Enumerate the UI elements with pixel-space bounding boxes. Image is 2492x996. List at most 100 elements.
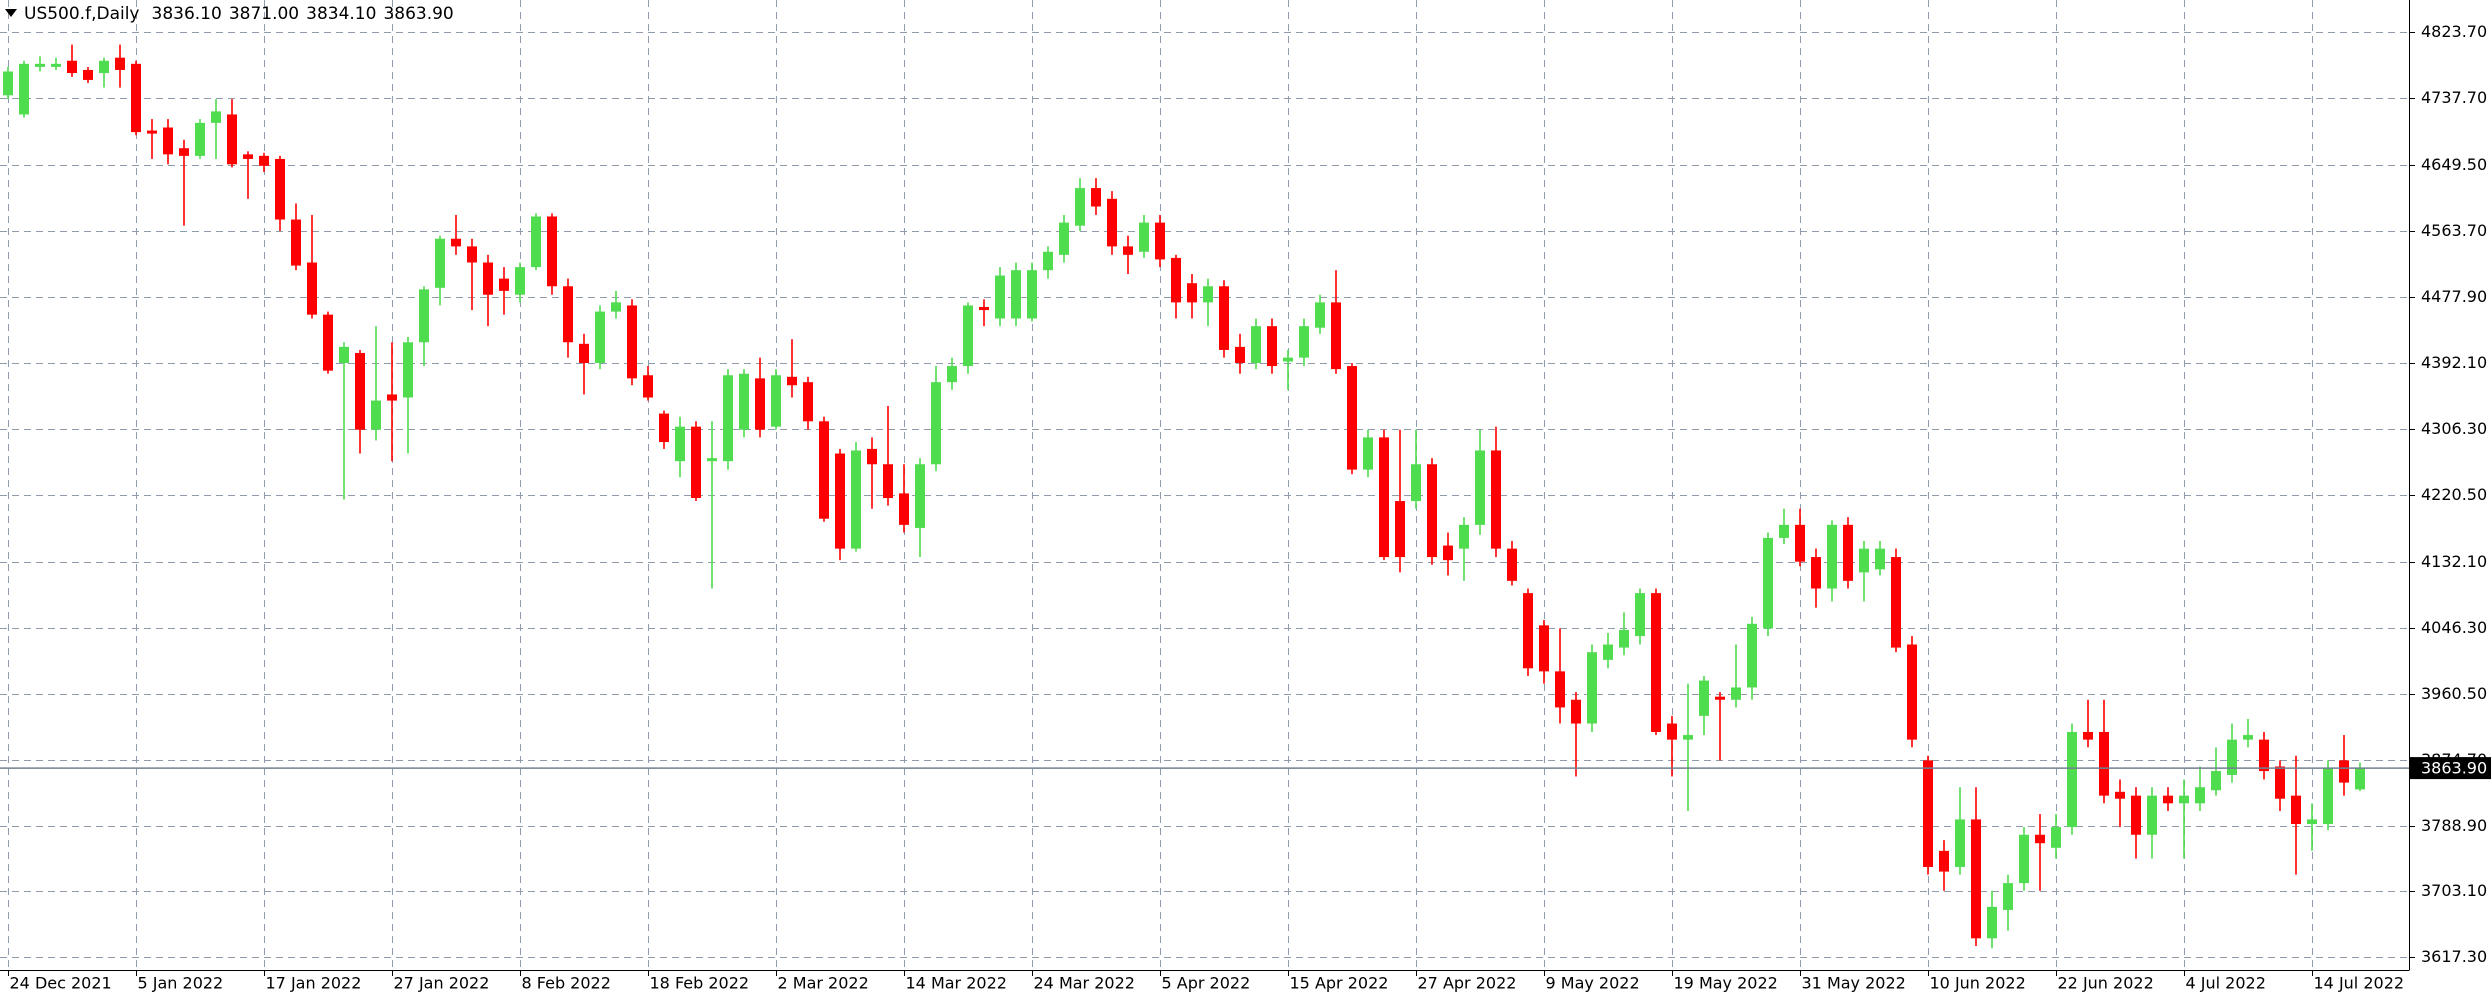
- candle-body: [1603, 644, 1613, 660]
- candle-body: [1987, 906, 1997, 939]
- candle-body: [1811, 557, 1821, 589]
- candle-body: [339, 346, 349, 363]
- candle-body: [1699, 680, 1709, 716]
- candle-body: [323, 314, 333, 371]
- candle-body: [1203, 286, 1213, 303]
- y-tick-label: 4823.70: [2421, 22, 2487, 41]
- candle-body: [1491, 450, 1501, 549]
- symbol-label: US500.f,Daily: [24, 4, 140, 24]
- candle-body: [1107, 198, 1117, 247]
- x-tick-label: 18 Feb 2022: [650, 974, 750, 993]
- y-tick-label: 4132.10: [2421, 552, 2487, 571]
- y-tick-label: 4392.10: [2421, 353, 2487, 372]
- candle-body: [2275, 766, 2285, 799]
- candle-body: [1507, 548, 1517, 581]
- candle-body: [1843, 524, 1853, 581]
- candle-body: [1043, 251, 1053, 271]
- candle-body: [2083, 731, 2093, 740]
- x-tick-label: 5 Jan 2022: [138, 974, 224, 993]
- candle-body: [1859, 548, 1869, 573]
- candle-body: [483, 262, 493, 295]
- candle-body: [1795, 524, 1805, 562]
- candle-body: [211, 111, 221, 123]
- candle-body: [131, 63, 141, 133]
- candle-body: [1779, 524, 1789, 538]
- y-tick-label: 4649.50: [2421, 155, 2487, 174]
- x-tick-label: 9 May 2022: [1546, 974, 1640, 993]
- candle-body: [1347, 366, 1357, 470]
- candle-body: [259, 155, 269, 166]
- candle-body: [83, 69, 93, 80]
- candle-body: [163, 127, 173, 155]
- candle-body: [3, 71, 13, 96]
- y-tick-label: 4477.90: [2421, 287, 2487, 306]
- candle-body: [67, 60, 77, 74]
- y-tick-label: 4046.30: [2421, 618, 2487, 637]
- y-tick-label: 4220.50: [2421, 485, 2487, 504]
- candle-body: [1363, 437, 1373, 470]
- candle-body: [579, 343, 589, 363]
- x-tick-label: 22 Jun 2022: [2058, 974, 2154, 993]
- candle-body: [1139, 222, 1149, 252]
- candle-body: [2099, 731, 2109, 796]
- x-tick-label: 10 Jun 2022: [1930, 974, 2026, 993]
- candles: [3, 44, 2365, 949]
- candle-body: [1571, 699, 1581, 724]
- candle-body: [419, 289, 429, 343]
- candle-body: [1619, 629, 1629, 648]
- candle-body: [1027, 270, 1037, 319]
- candle-body: [2227, 739, 2237, 775]
- candle-body: [1443, 545, 1453, 561]
- last-price-label: 3863.90: [2421, 759, 2487, 778]
- candle-body: [1635, 593, 1645, 637]
- candle-body: [979, 306, 989, 311]
- candle-body: [531, 216, 541, 268]
- x-tick-label: 24 Dec 2021: [10, 974, 112, 993]
- candle-body: [739, 373, 749, 430]
- candle-body: [803, 382, 813, 422]
- candle-body: [595, 311, 605, 363]
- y-tick-label: 3703.10: [2421, 881, 2487, 900]
- candle-body: [963, 305, 973, 367]
- candle-body: [99, 60, 109, 74]
- candle-body: [1379, 437, 1389, 558]
- candle-body: [1459, 524, 1469, 549]
- y-tick-label: 4563.70: [2421, 221, 2487, 240]
- candle-body: [883, 464, 893, 499]
- x-tick-label: 8 Feb 2022: [522, 974, 611, 993]
- candle-body: [1299, 326, 1309, 358]
- candle-body: [723, 375, 733, 462]
- candle-body: [355, 353, 365, 430]
- candle-body: [1187, 283, 1197, 303]
- candle-body: [51, 63, 61, 67]
- symbol-menu-icon[interactable]: [5, 9, 17, 17]
- candle-body: [755, 378, 765, 430]
- candle-body: [835, 453, 845, 549]
- candle-body: [2035, 834, 2045, 844]
- candle-body: [1411, 464, 1421, 502]
- candle-body: [1715, 696, 1725, 700]
- candle-body: [2339, 760, 2349, 783]
- candle-body: [371, 400, 381, 430]
- candle-body: [2115, 791, 2125, 799]
- candle-body: [499, 278, 509, 291]
- candle-body: [691, 426, 701, 499]
- close-label: 3863.90: [383, 4, 453, 24]
- candle-body: [1683, 735, 1693, 740]
- candle-body: [2291, 795, 2301, 825]
- candle-body: [1587, 652, 1597, 724]
- candle-body: [1235, 346, 1245, 363]
- x-tick-label: 14 Mar 2022: [906, 974, 1007, 993]
- candle-body: [179, 148, 189, 156]
- candle-body: [1315, 302, 1325, 328]
- candle-body: [2195, 787, 2205, 804]
- x-tick-label: 14 Jul 2022: [2314, 974, 2405, 993]
- candle-body: [1651, 593, 1661, 732]
- open-label: 3836.10: [152, 4, 222, 24]
- candle-body: [147, 130, 157, 134]
- candle-body: [35, 63, 45, 67]
- candle-body: [2147, 795, 2157, 835]
- candle-body: [243, 154, 253, 159]
- y-tick-label: 3960.50: [2421, 684, 2487, 703]
- candle-body: [2019, 834, 2029, 884]
